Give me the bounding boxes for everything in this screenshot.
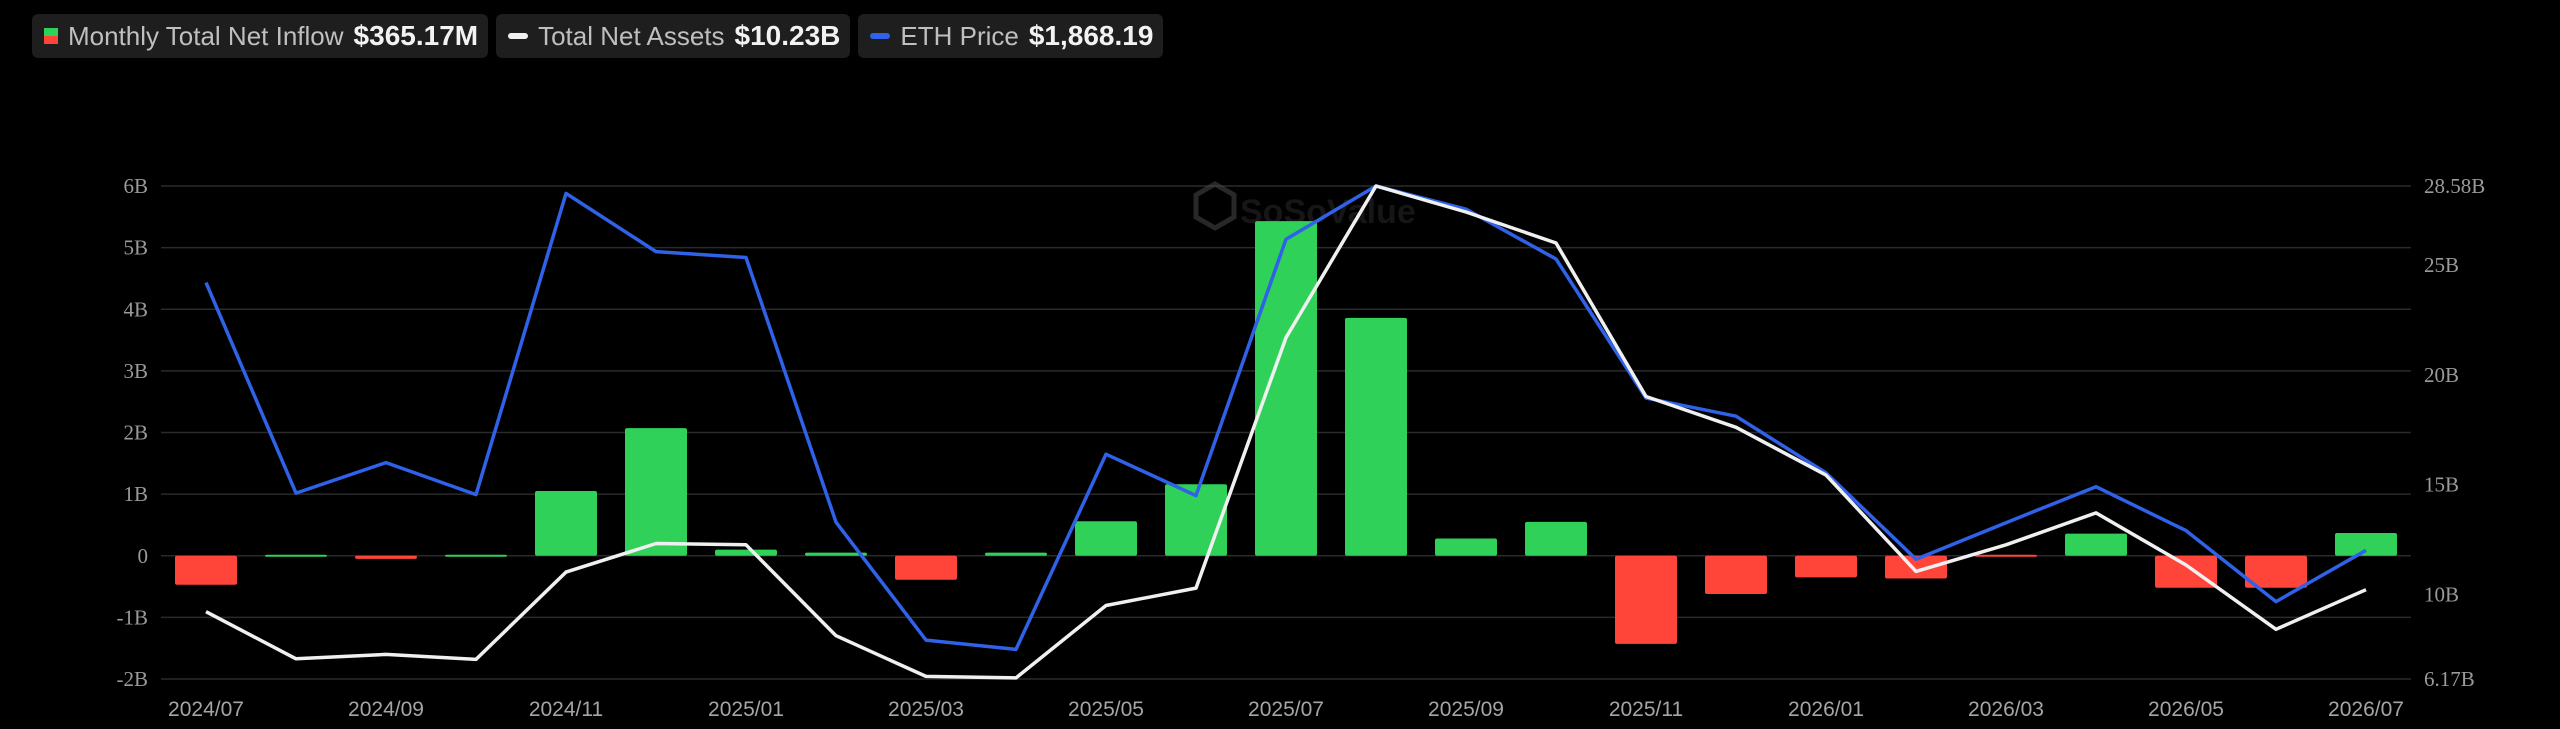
inflow-bar: [1705, 555, 1767, 594]
x-axis: 2024/07 2024/09 2024/11 2025/01 2025/03 2025/…: [168, 698, 2404, 721]
left-tick-label: 0: [138, 544, 149, 568]
inflow-bar: [1165, 484, 1227, 556]
right-tick-label: 6.17B: [2424, 667, 2475, 691]
left-tick-label: 2B: [123, 421, 148, 445]
right-tick-label: 25B: [2424, 253, 2459, 277]
legend-total-net-assets[interactable]: Total Net Assets $10.23B: [496, 14, 851, 58]
inflow-bar: [1075, 521, 1137, 556]
inflow-bar: [445, 554, 507, 557]
right-tick-label: 15B: [2424, 473, 2459, 497]
eth-swatch-icon: [870, 33, 891, 39]
inflow-bar: [1795, 555, 1857, 578]
legend-eth-value: $1,868.19: [1028, 20, 1154, 51]
right-axis: 6.17B 10B 15B 20B 25B 28.58B: [2424, 174, 2485, 691]
inflow-bar: [1435, 538, 1497, 556]
inflow-bar: [355, 555, 417, 559]
inflow-bar: [2335, 532, 2397, 556]
x-tick-label: 2026/07: [2328, 698, 2404, 721]
x-tick-label: 2024/07: [168, 698, 244, 721]
right-tick-label: 20B: [2424, 363, 2459, 387]
assets-swatch-icon: [508, 33, 529, 39]
right-tick-label: 10B: [2424, 583, 2459, 607]
inflow-bar: [175, 555, 237, 585]
legend-eth-price[interactable]: ETH Price $1,868.19: [858, 14, 1164, 58]
inflow-bar: [2245, 555, 2307, 588]
legend-eth-label: ETH Price: [900, 20, 1019, 51]
inflow-bar: [1975, 554, 2037, 557]
x-tick-label: 2025/07: [1248, 698, 1324, 721]
inflow-bar: [1885, 555, 1947, 579]
inflow-bar: [2065, 533, 2127, 556]
inflow-bar: [1615, 555, 1677, 644]
inflow-bar: [625, 428, 687, 556]
left-tick-label: -2B: [117, 667, 149, 691]
legend-inflow-value: $365.17M: [353, 20, 479, 51]
left-tick-label: 5B: [123, 236, 148, 260]
inflow-bar: [895, 555, 957, 580]
left-axis: -2B -1B 0 1B 2B 3B 4B 5B 6B: [117, 174, 149, 691]
x-tick-label: 2025/03: [888, 698, 964, 721]
chart-legend: Monthly Total Net Inflow $365.17M Total …: [32, 14, 1164, 58]
left-tick-label: 6B: [123, 174, 148, 198]
x-tick-label: 2025/01: [708, 698, 784, 721]
inflow-bar: [2155, 555, 2217, 588]
x-tick-label: 2026/03: [1968, 698, 2044, 721]
left-tick-label: 1B: [123, 482, 148, 506]
inflow-bar: [1525, 521, 1587, 556]
left-tick-label: 3B: [123, 359, 148, 383]
left-tick-label: 4B: [123, 297, 148, 321]
x-tick-label: 2026/05: [2148, 698, 2224, 721]
legend-net-inflow[interactable]: Monthly Total Net Inflow $365.17M: [32, 14, 489, 58]
x-tick-label: 2024/11: [529, 698, 603, 721]
inflow-bar: [805, 552, 867, 556]
inflow-bar: [985, 552, 1047, 556]
eth-price-line: [204, 184, 2367, 652]
legend-inflow-label: Monthly Total Net Inflow: [68, 20, 344, 51]
inflow-bars: [175, 221, 2397, 644]
inflow-bar: [535, 491, 597, 556]
left-tick-label: -1B: [117, 605, 149, 629]
legend-assets-label: Total Net Assets: [538, 20, 725, 51]
x-tick-label: 2024/09: [348, 698, 424, 721]
right-tick-label: 28.58B: [2424, 174, 2485, 198]
inflow-bar: [265, 554, 327, 557]
legend-assets-value: $10.23B: [734, 20, 841, 51]
x-tick-label: 2025/09: [1428, 698, 1504, 721]
inflow-bar: [1255, 221, 1317, 556]
x-tick-label: 2025/11: [1609, 698, 1683, 721]
total-net-assets-line: [205, 184, 2367, 680]
inflow-bar: [715, 549, 777, 556]
series-lines: [204, 184, 2367, 680]
x-tick-label: 2025/05: [1068, 698, 1144, 721]
inflow-bar: [1345, 317, 1407, 556]
x-tick-label: 2026/01: [1788, 698, 1864, 721]
inflow-swatch-icon: [44, 28, 58, 44]
